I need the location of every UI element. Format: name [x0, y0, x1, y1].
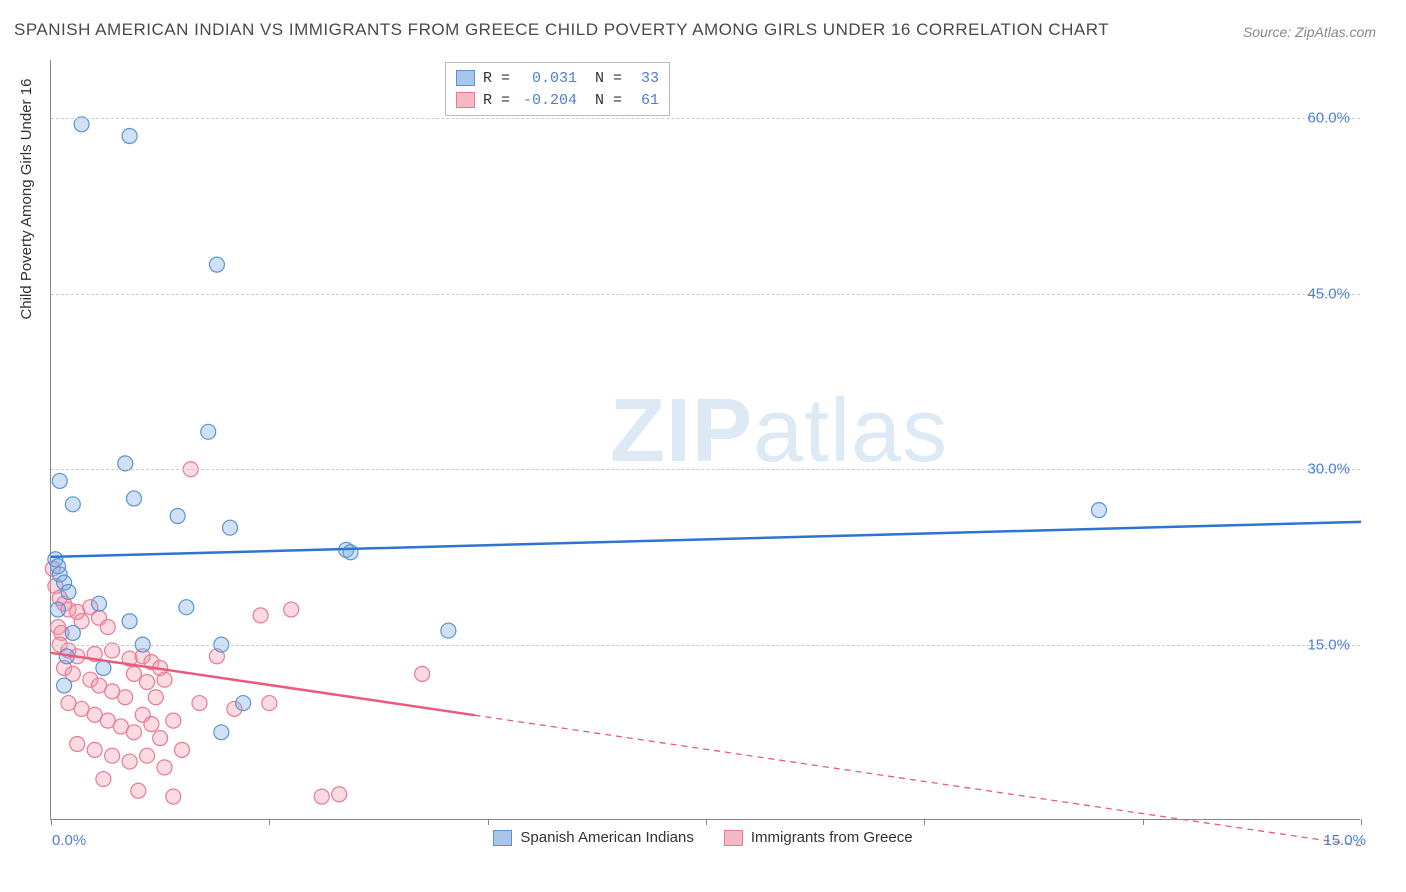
y-tick-label: 30.0%: [1307, 461, 1350, 478]
data-point: [105, 748, 120, 763]
data-point: [65, 497, 80, 512]
regression-line-dashed: [475, 715, 1361, 846]
regression-line: [51, 522, 1361, 557]
data-point: [179, 600, 194, 615]
data-point: [52, 473, 67, 488]
legend-series-item: Spanish American Indians: [493, 829, 693, 846]
legend-stat-row: R = 0.031 N = 33: [456, 67, 659, 89]
data-point: [153, 731, 168, 746]
data-point: [65, 625, 80, 640]
y-tick-label: 60.0%: [1307, 110, 1350, 127]
data-point: [126, 491, 141, 506]
legend-series-label: Spanish American Indians: [520, 829, 693, 846]
legend-series-item: Immigrants from Greece: [724, 829, 913, 846]
source-link[interactable]: ZipAtlas.com: [1295, 24, 1376, 40]
data-point: [236, 696, 251, 711]
legend-swatch-icon: [493, 830, 512, 846]
x-tick: [1361, 819, 1362, 825]
data-point: [87, 742, 102, 757]
data-point: [214, 725, 229, 740]
data-point: [140, 748, 155, 763]
data-point: [144, 717, 159, 732]
source-label: Source:: [1243, 24, 1295, 40]
data-point: [126, 666, 141, 681]
data-point: [166, 713, 181, 728]
legend-r-label: R = -0.204 N = 61: [483, 92, 659, 109]
grid-line: [51, 294, 1360, 295]
legend-series: Spanish American Indians Immigrants from …: [0, 829, 1406, 846]
data-point: [1092, 503, 1107, 518]
x-tick: [269, 819, 270, 825]
data-point: [122, 754, 137, 769]
data-point: [92, 596, 107, 611]
data-point: [70, 737, 85, 752]
data-point: [284, 602, 299, 617]
data-point: [148, 690, 163, 705]
data-point: [223, 520, 238, 535]
data-point: [122, 614, 137, 629]
data-point: [201, 424, 216, 439]
y-axis-title: Child Poverty Among Girls Under 16: [18, 79, 35, 320]
data-point: [57, 678, 72, 693]
data-point: [157, 760, 172, 775]
data-point: [192, 696, 207, 711]
data-point: [262, 696, 277, 711]
data-point: [61, 585, 76, 600]
chart-plot-area: 15.0% 30.0% 45.0% 60.0%: [50, 60, 1360, 820]
y-tick-label: 15.0%: [1307, 636, 1350, 653]
data-point: [96, 661, 111, 676]
data-point: [253, 608, 268, 623]
data-point: [175, 742, 190, 757]
data-point: [140, 675, 155, 690]
data-point: [343, 545, 358, 560]
data-point: [50, 602, 65, 617]
x-tick: [706, 819, 707, 825]
grid-line: [51, 469, 1360, 470]
data-point: [166, 789, 181, 804]
legend-swatch-icon: [456, 92, 475, 108]
data-point: [170, 509, 185, 524]
y-tick-label: 45.0%: [1307, 285, 1350, 302]
legend-series-label: Immigrants from Greece: [751, 829, 913, 846]
x-tick: [488, 819, 489, 825]
data-point: [118, 690, 133, 705]
data-point: [209, 257, 224, 272]
legend-stat-row: R = -0.204 N = 61: [456, 89, 659, 111]
data-point: [332, 787, 347, 802]
data-point: [126, 725, 141, 740]
x-tick: [924, 819, 925, 825]
source-attribution: Source: ZipAtlas.com: [1243, 24, 1376, 40]
legend-swatch-icon: [724, 830, 743, 846]
data-point: [314, 789, 329, 804]
x-tick: [51, 819, 52, 825]
legend-swatch-icon: [456, 70, 475, 86]
data-point: [441, 623, 456, 638]
data-point: [157, 672, 172, 687]
grid-line: [51, 118, 1360, 119]
legend-correlation-box: R = 0.031 N = 33 R = -0.204 N = 61: [445, 62, 670, 116]
legend-r-label: R = 0.031 N = 33: [483, 70, 659, 87]
chart-title: SPANISH AMERICAN INDIAN VS IMMIGRANTS FR…: [14, 20, 1109, 40]
data-point: [415, 666, 430, 681]
x-tick: [1143, 819, 1144, 825]
grid-line: [51, 645, 1360, 646]
data-point: [96, 772, 111, 787]
data-point: [100, 620, 115, 635]
data-point: [122, 129, 137, 144]
chart-svg: [51, 60, 1360, 819]
data-point: [131, 783, 146, 798]
